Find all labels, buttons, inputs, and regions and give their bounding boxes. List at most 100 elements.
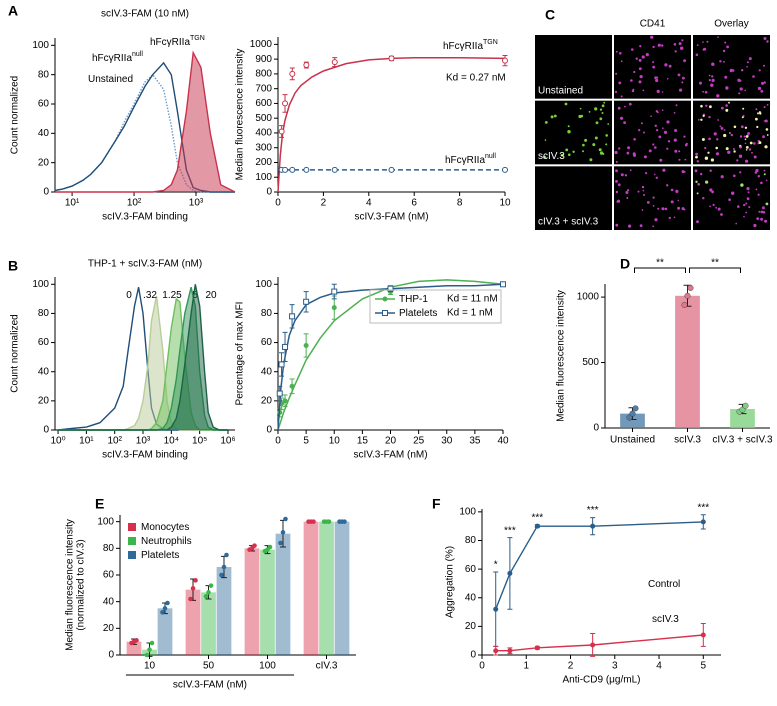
cell-dot xyxy=(737,205,740,208)
y-tick-label: 100 xyxy=(97,516,114,527)
y-tick-label: 1000 xyxy=(577,292,600,303)
cell-dot xyxy=(543,155,547,159)
data-point xyxy=(188,596,193,602)
series-label: hFcγRIIaTGN xyxy=(150,35,205,47)
cell-dot xyxy=(760,181,763,185)
cell-dot xyxy=(580,114,584,118)
data-point xyxy=(280,530,286,535)
y-tick-label: 80 xyxy=(103,543,115,554)
cell-dot xyxy=(731,191,735,195)
cell-dot xyxy=(674,149,678,153)
cell-dot xyxy=(626,197,629,199)
cell-dot xyxy=(757,193,760,196)
cell-dot xyxy=(743,215,745,218)
cell-dot xyxy=(753,223,757,228)
x-tick-label: 10¹ xyxy=(65,198,80,209)
annotation: Kd = 0.27 nM xyxy=(446,73,506,84)
cell-dot xyxy=(544,121,548,124)
x-tick-label: 10⁶ xyxy=(220,436,235,447)
cell-dot xyxy=(711,62,715,66)
cell-dot xyxy=(697,183,700,186)
y-tick-label: 400 xyxy=(255,128,272,139)
cell-dot xyxy=(641,185,645,189)
y-axis-label: Median fluorescence intensity xyxy=(235,49,246,181)
cell-dot xyxy=(599,108,603,111)
marker xyxy=(303,62,310,69)
cell-dot xyxy=(635,57,638,60)
marker xyxy=(289,383,295,389)
marker xyxy=(331,166,338,173)
x-tick-label: 15 xyxy=(357,436,369,447)
cell-dot xyxy=(758,141,762,145)
cell-dot xyxy=(762,135,765,139)
cell-dot xyxy=(696,160,699,163)
cell-dot xyxy=(748,57,752,61)
cell-dot xyxy=(661,109,664,111)
cell-dot xyxy=(675,104,678,107)
panel-letter: D xyxy=(620,256,630,272)
cell-dot xyxy=(700,172,703,176)
bar xyxy=(730,409,755,428)
bar xyxy=(303,521,319,655)
marker xyxy=(700,632,706,638)
marker xyxy=(500,281,506,288)
data-point xyxy=(208,583,214,588)
bar xyxy=(216,567,232,655)
cell-dot xyxy=(657,207,660,210)
panel-letter: A xyxy=(8,3,18,19)
cell-dot xyxy=(633,70,636,74)
cell-dot xyxy=(668,64,672,68)
fit-line xyxy=(277,279,504,431)
cell-dot xyxy=(739,87,743,91)
cell-dot xyxy=(603,101,606,104)
series-label: Unstained xyxy=(88,74,133,85)
series-label: hFcγRIIaTGN xyxy=(443,39,498,51)
legend-swatch xyxy=(128,537,136,545)
cell-dot xyxy=(746,187,750,191)
cell-dot xyxy=(666,120,670,124)
cell-dot xyxy=(656,129,659,132)
x-tick-label: 35 xyxy=(469,436,481,447)
cell-dot xyxy=(716,94,720,98)
cell-dot xyxy=(579,107,582,110)
cell-dot xyxy=(740,125,744,129)
cell-dot xyxy=(661,44,664,47)
x-tick-label: 10³ xyxy=(136,436,151,447)
cell-dot xyxy=(763,106,766,108)
cell-dot xyxy=(720,175,724,179)
cell-dot xyxy=(747,132,750,135)
x-axis-label: Anti-CD9 (μg/mL) xyxy=(563,675,641,686)
cell-dot xyxy=(766,134,769,136)
cell-dot xyxy=(645,53,649,57)
significance-bracket xyxy=(634,267,686,273)
bar xyxy=(157,608,173,655)
line xyxy=(55,50,236,193)
row-label: scIV.3 xyxy=(538,151,565,162)
image-cell xyxy=(535,166,612,230)
line xyxy=(58,284,228,431)
cell-dot xyxy=(666,184,669,187)
cell-dot xyxy=(715,152,720,156)
bar xyxy=(260,549,275,655)
cell-dot xyxy=(763,173,766,176)
cell-dot xyxy=(680,46,684,50)
cell-dot xyxy=(632,153,637,157)
column-label: CD41 xyxy=(640,19,666,30)
x-axis-label: scIV.3-FAM (nM) xyxy=(173,680,247,691)
series-label: 1.25 xyxy=(162,290,182,301)
cell-dot xyxy=(652,225,655,228)
bar xyxy=(675,295,700,428)
cell-dot xyxy=(643,194,646,196)
data-point xyxy=(193,578,198,583)
series-label: hFcγRIIanull xyxy=(445,153,496,165)
cell-dot xyxy=(733,148,735,150)
cell-dot xyxy=(654,146,657,149)
x-tick-label: 0 xyxy=(479,661,485,672)
bar xyxy=(334,521,350,655)
cell-dot xyxy=(677,73,681,77)
cell-dot xyxy=(618,81,622,85)
cell-dot xyxy=(650,35,654,39)
cell-dot xyxy=(633,138,636,141)
marker xyxy=(502,166,508,173)
y-tick-label: 80 xyxy=(38,69,50,80)
